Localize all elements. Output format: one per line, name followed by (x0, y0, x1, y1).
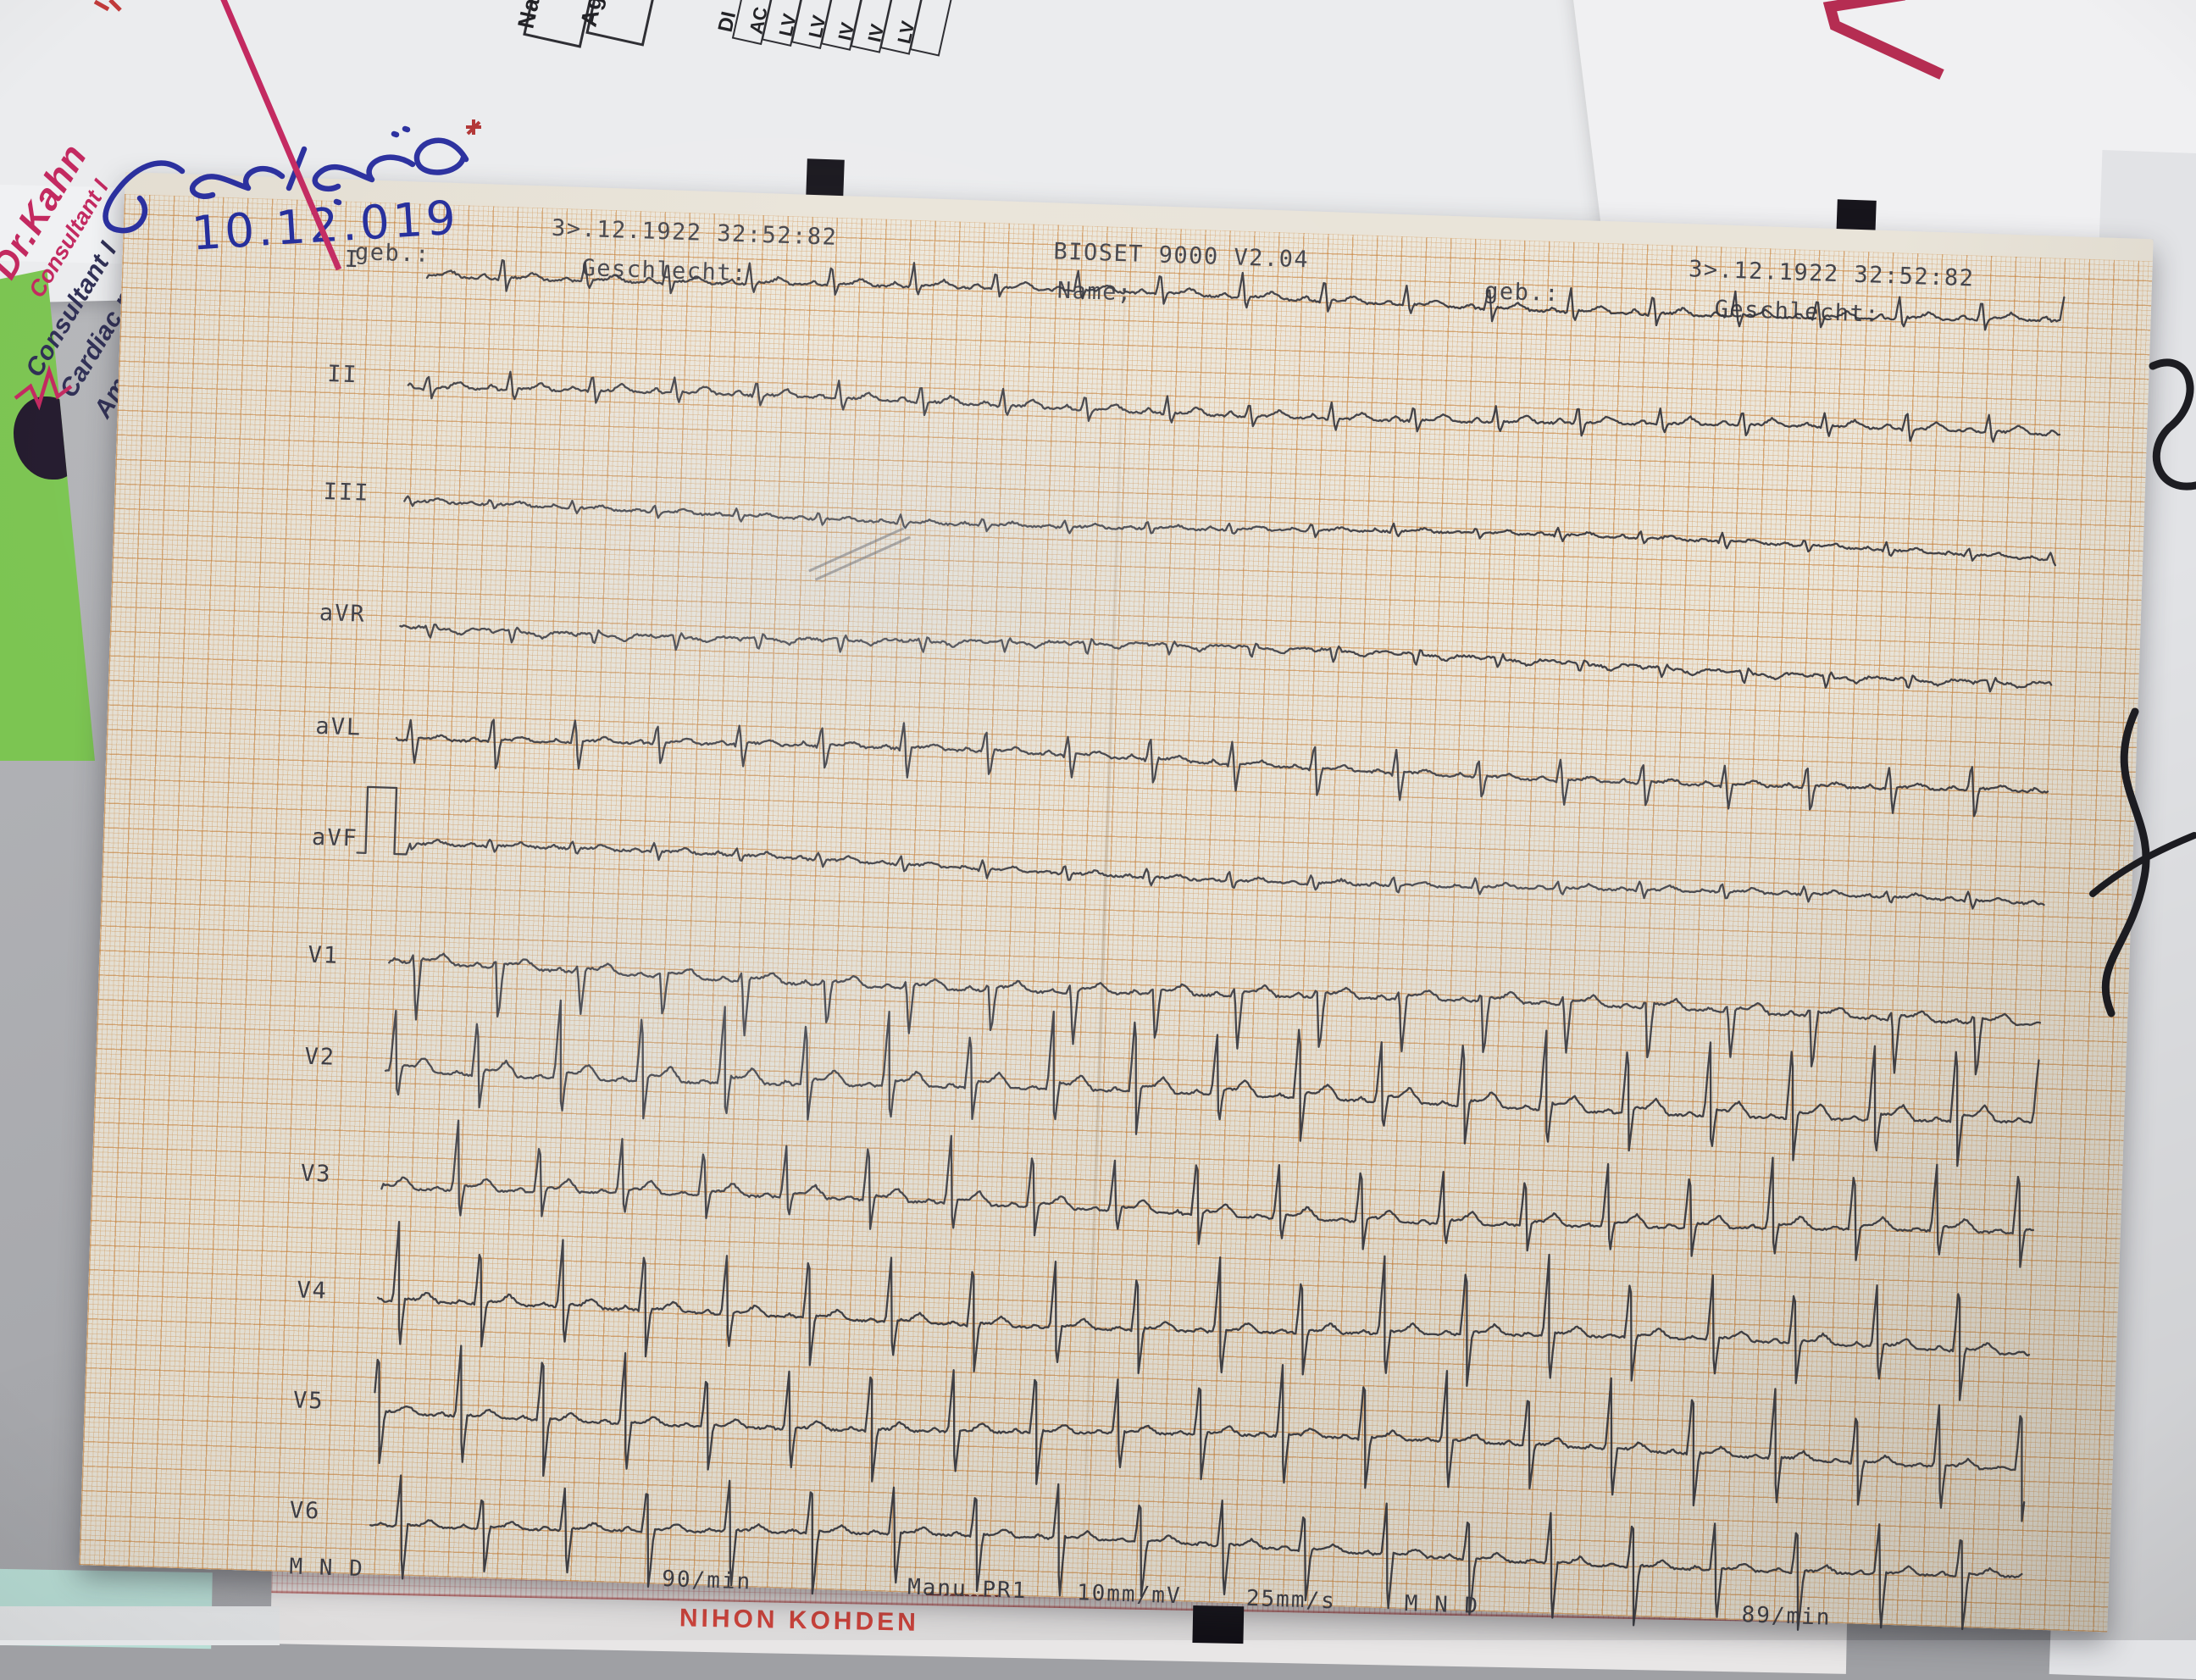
footer-item-3: Manu PR1 (907, 1574, 1028, 1605)
trace-lead-aVF (356, 785, 2045, 910)
footer-item-7: 89/min (1741, 1602, 1832, 1631)
form-cell-label: DI (713, 9, 741, 35)
brand-label-nihon-kohden: NIHON KOHDEN (679, 1604, 920, 1637)
form-cells: DI AC LV LV IV IV LV (714, 0, 995, 63)
form-box-name-label: Na (513, 0, 545, 31)
trace-lead-V2 (384, 999, 2040, 1167)
form-cell-label: LV (774, 11, 801, 38)
trace-lead-III (403, 495, 2057, 567)
white-paper-sliver (0, 1606, 280, 1645)
lead-label-V3: V3 (300, 1160, 332, 1188)
form-cell-label: LV (804, 14, 830, 41)
lead-label-aVF: aVF (311, 823, 359, 852)
footer-item-4: 10mm/mV (1076, 1580, 1183, 1610)
lead-label-V1: V1 (307, 941, 340, 969)
form-cell-label: AC (745, 5, 772, 36)
trace-lead-aVR (399, 624, 2053, 693)
footer-item-5: 25mm/s (1245, 1585, 1337, 1615)
lead-label-aVR: aVR (319, 599, 367, 628)
trace-lead-V5 (374, 1345, 2026, 1522)
trace-lead-II (407, 370, 2061, 443)
lead-label-V2: V2 (303, 1043, 336, 1071)
trace-lead-V6 (369, 1474, 2023, 1631)
footer-item-6: M N D (1404, 1590, 1480, 1619)
trace-lead-V3 (380, 1119, 2034, 1268)
lead-label-II: II (326, 361, 359, 389)
pencil-mark (808, 527, 911, 581)
trace-lead-I (425, 258, 2066, 331)
lead-label-V5: V5 (292, 1387, 325, 1415)
registration-mark-bottom (1192, 1605, 1245, 1644)
ecg-traces (356, 258, 2066, 1631)
lead-label-V4: V4 (296, 1277, 329, 1305)
lead-label-aVL: aVL (314, 712, 363, 741)
lead-label-III: III (323, 478, 370, 507)
registration-mark-top-left (806, 158, 845, 199)
footer-item-2: 90/min (661, 1566, 752, 1595)
trace-lead-V1 (388, 952, 2042, 1076)
ecg-sheet: 3>.12.1922 32:52:82 Geschlecht: geb.: BI… (79, 172, 2154, 1633)
lead-label-V6: V6 (289, 1497, 321, 1525)
trace-lead-aVL (395, 718, 2049, 818)
trace-lead-V4 (376, 1220, 2031, 1401)
form-box-age: Ag (576, 0, 661, 47)
footer-item-1: M N D (289, 1554, 365, 1583)
